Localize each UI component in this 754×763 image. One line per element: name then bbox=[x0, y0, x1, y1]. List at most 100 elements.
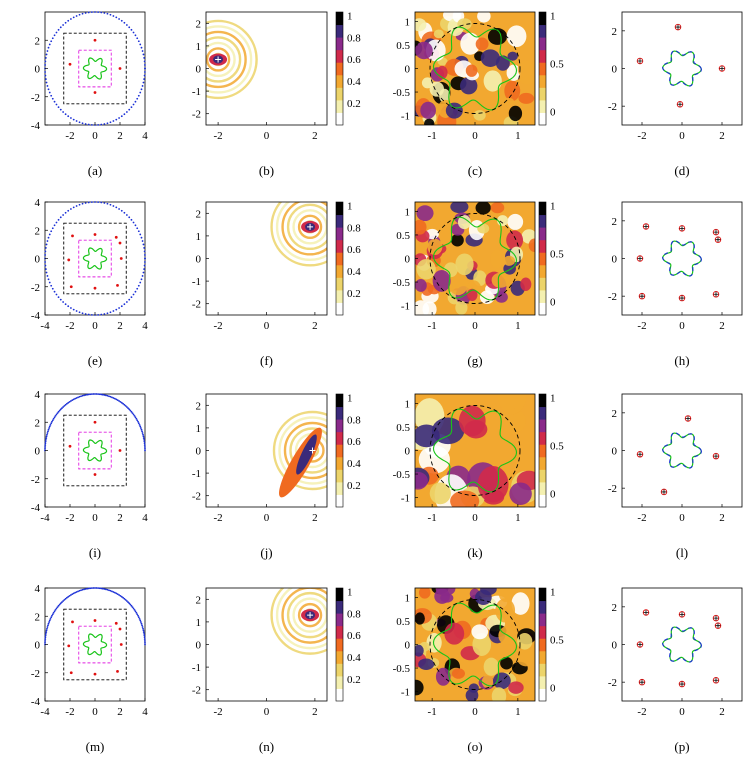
x-tick-label: 1 bbox=[515, 706, 521, 718]
circle-point bbox=[47, 278, 50, 281]
y-tick-label: 1 bbox=[196, 41, 202, 53]
caption: (k) bbox=[467, 545, 482, 560]
circle-point bbox=[95, 587, 98, 589]
colorbar-segment bbox=[336, 431, 343, 445]
circle-point bbox=[141, 50, 144, 52]
circle-point bbox=[51, 419, 54, 422]
circle-point bbox=[50, 94, 53, 97]
intensity-blob bbox=[450, 490, 480, 507]
caption: (l) bbox=[676, 545, 688, 560]
colorbar-tick: 1 bbox=[347, 200, 353, 212]
circle-point bbox=[144, 449, 146, 452]
x-tick-label: 0 bbox=[679, 320, 685, 332]
colorbar-segment bbox=[539, 49, 546, 63]
circle-point bbox=[137, 422, 140, 425]
y-tick-label: -2 bbox=[31, 92, 40, 104]
x-tick-label: 0 bbox=[264, 130, 270, 142]
circle-point bbox=[143, 636, 146, 639]
circle-point bbox=[52, 417, 55, 420]
recon-source bbox=[637, 451, 643, 457]
intensity-blob bbox=[473, 110, 486, 121]
circle-point bbox=[47, 624, 49, 627]
circle-point bbox=[55, 293, 58, 296]
intensity-blob bbox=[464, 420, 488, 439]
colorbar-segment bbox=[539, 99, 546, 113]
circle-point bbox=[125, 301, 128, 303]
wave-ring bbox=[292, 597, 327, 633]
colorbar-tick: 0.6 bbox=[347, 244, 361, 256]
intensity-blob bbox=[429, 681, 441, 690]
colorbar-segment bbox=[336, 663, 343, 677]
colorbar-segment bbox=[336, 406, 343, 420]
colorbar-frame bbox=[538, 201, 547, 316]
circle-point bbox=[139, 43, 142, 46]
circle-point bbox=[143, 57, 146, 59]
y-tick-label: 0.5 bbox=[396, 230, 410, 242]
circle-point bbox=[118, 117, 120, 119]
circle-point bbox=[141, 432, 144, 434]
circle-point bbox=[77, 396, 79, 399]
colorbar-segment bbox=[336, 600, 343, 614]
colorbar-segment bbox=[336, 239, 343, 253]
x-tick-label: -2 bbox=[214, 706, 223, 718]
source-point bbox=[71, 620, 74, 624]
circle-point bbox=[57, 296, 60, 299]
circle-point bbox=[97, 313, 100, 316]
colorbar-tick: 1 bbox=[550, 586, 556, 598]
circle-point bbox=[51, 227, 54, 230]
x-tick-label: 1 bbox=[515, 130, 521, 142]
reference-circle bbox=[429, 23, 521, 114]
caption: (n) bbox=[259, 739, 274, 754]
circle-point bbox=[138, 617, 141, 620]
circle-point bbox=[132, 293, 135, 296]
circle-point bbox=[106, 202, 109, 205]
recon-source bbox=[675, 24, 681, 30]
circle-point bbox=[103, 588, 106, 590]
circle-point bbox=[44, 442, 47, 445]
circle-point bbox=[97, 11, 100, 14]
y-tick-label: 0 bbox=[405, 64, 411, 76]
scatterer-curve bbox=[82, 247, 108, 270]
x-tick-label: -4 bbox=[40, 320, 50, 332]
circle-point bbox=[51, 287, 54, 290]
circle-point bbox=[135, 417, 138, 420]
circle-point bbox=[44, 440, 47, 443]
x-tick-label: -2 bbox=[637, 706, 646, 718]
source-point bbox=[118, 449, 122, 452]
circle-point bbox=[92, 393, 95, 395]
circle-point bbox=[83, 394, 85, 397]
colorbar-segment bbox=[539, 588, 546, 602]
circle-point bbox=[129, 409, 132, 412]
y-tick-label: 0.5 bbox=[396, 616, 410, 628]
colorbar-segment bbox=[336, 214, 343, 228]
colorbar-segment bbox=[336, 688, 343, 702]
recon-source bbox=[639, 679, 645, 685]
colorbar-tick: 0.6 bbox=[347, 54, 361, 66]
colorbar-segment bbox=[539, 688, 546, 702]
recon-source bbox=[639, 293, 645, 299]
y-tick-label: 0 bbox=[196, 446, 202, 458]
circle-point bbox=[142, 243, 145, 246]
intensity-blob bbox=[506, 64, 521, 81]
x-tick-label: 2 bbox=[312, 512, 318, 524]
circle-point bbox=[64, 403, 67, 406]
colorbar-segment bbox=[336, 252, 343, 266]
recon-source bbox=[677, 101, 683, 107]
colorbar-segment bbox=[336, 494, 343, 508]
colorbar: 10.50 bbox=[538, 10, 564, 126]
row-1: 4 2 0 -2 -4-4 -2 0 2 4 (e) 2 1 0 -1 -2 -2 0 2 1 0.8 0.6 0.4 0.… bbox=[31, 197, 743, 368]
circle-point bbox=[142, 271, 145, 274]
true-source bbox=[678, 680, 686, 688]
circle-point bbox=[53, 224, 56, 227]
colorbar-tick: 0.2 bbox=[347, 288, 361, 300]
intensity-blob bbox=[493, 672, 511, 690]
true-source bbox=[678, 611, 686, 618]
circle-point bbox=[48, 425, 51, 428]
circle-point bbox=[139, 427, 142, 429]
intensity-blob bbox=[468, 683, 479, 693]
circle-point bbox=[57, 218, 60, 221]
circle-point bbox=[134, 100, 137, 103]
circle-point bbox=[81, 202, 84, 205]
true-boundary bbox=[662, 240, 702, 277]
x-tick-label: 0 bbox=[92, 130, 98, 142]
